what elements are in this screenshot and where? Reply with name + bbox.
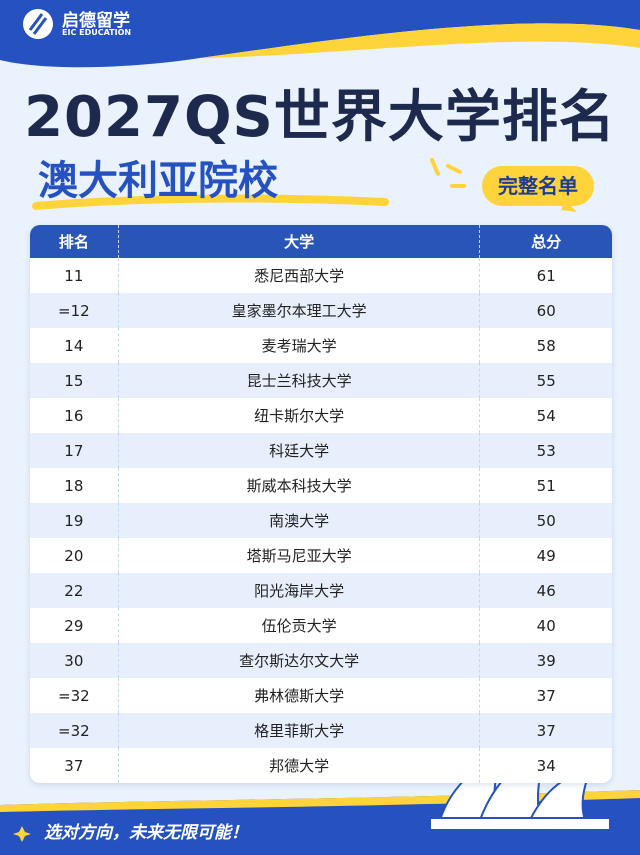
score-cell: 40 — [536, 616, 556, 635]
table-row: 16 纽卡斯尔大学 54 — [30, 398, 612, 433]
table-row: 22 阳光海岸大学 46 — [30, 573, 612, 608]
rank-cell: 19 — [64, 511, 84, 530]
university-cell: 格里菲斯大学 — [117, 713, 481, 748]
table-header: 排名 大学 总分 — [30, 225, 612, 258]
top-wave — [0, 0, 640, 68]
ranking-table: 排名 大学 总分 11 悉尼西部大学 61 =12 皇家墨尔本理工大学 60 14 麦考瑞大学 58 1… — [30, 225, 612, 783]
score-cell: 37 — [536, 686, 556, 705]
university-cell: 科廷大学 — [117, 433, 481, 468]
star — [13, 826, 31, 842]
rank-cell: 18 — [64, 476, 84, 495]
university-cell: 悉尼西部大学 — [117, 258, 481, 293]
university-cell: 纽卡斯尔大学 — [117, 398, 481, 433]
score-cell: 50 — [536, 511, 556, 530]
logo-icon — [23, 9, 53, 39]
logo-subtitle: EIC EDUCATION — [62, 28, 132, 37]
column-header: 总分 — [531, 233, 562, 251]
title: 2027QS世界大学排名 — [24, 85, 616, 150]
rank-cell: =32 — [58, 686, 90, 705]
rank-cell: 37 — [64, 756, 84, 775]
score-cell: 60 — [536, 301, 556, 320]
score-cell: 51 — [536, 476, 556, 495]
university-cell: 伍伦贡大学 — [117, 608, 481, 643]
score-cell: 58 — [536, 336, 556, 355]
score-cell: 37 — [536, 721, 556, 740]
university-cell: 弗林德斯大学 — [117, 678, 481, 713]
score-cell: 55 — [536, 371, 556, 390]
score-cell: 39 — [536, 651, 556, 670]
table-row: 37 邦德大学 34 — [30, 748, 612, 783]
rank-cell: 15 — [64, 371, 84, 390]
rank-cell: 29 — [64, 616, 84, 635]
column-header: 排名 — [58, 233, 89, 251]
rank-cell: 22 — [64, 581, 84, 600]
table-row: 30 查尔斯达尔文大学 39 — [30, 643, 612, 678]
rank-cell: 14 — [64, 336, 84, 355]
university-cell: 皇家墨尔本理工大学 — [117, 293, 481, 328]
rank-cell: =12 — [58, 301, 90, 320]
subtitle-underline — [32, 194, 389, 210]
table-row: 29 伍伦贡大学 40 — [30, 608, 612, 643]
table-row: =32 弗林德斯大学 37 — [30, 678, 612, 713]
table-row: 17 科廷大学 53 — [30, 433, 612, 468]
university-cell: 查尔斯达尔文大学 — [117, 643, 481, 678]
university-cell: 昆士兰科技大学 — [117, 363, 481, 398]
table-row: 14 麦考瑞大学 58 — [30, 328, 612, 363]
university-cell: 南澳大学 — [117, 503, 481, 538]
rank-cell: 17 — [64, 441, 84, 460]
rank-cell: 16 — [64, 406, 84, 425]
table-row: 11 悉尼西部大学 61 — [30, 258, 612, 293]
university-cell: 阳光海岸大学 — [117, 573, 481, 608]
column-header: 大学 — [117, 225, 481, 258]
logo-name: 启德留学 — [62, 11, 130, 31]
university-cell: 麦考瑞大学 — [117, 328, 481, 363]
table-row: 19 南澳大学 50 — [30, 503, 612, 538]
sparkle-lines — [430, 158, 466, 188]
table-row: 20 塔斯马尼亚大学 49 — [30, 538, 612, 573]
slogan: 选对方向，未来无限可能！ — [44, 823, 248, 843]
top-yellow-stripe — [200, 23, 640, 58]
university-cell: 邦德大学 — [117, 748, 481, 783]
score-cell: 54 — [536, 406, 556, 425]
score-cell: 46 — [536, 581, 556, 600]
score-cell: 53 — [536, 441, 556, 460]
score-cell: 61 — [536, 266, 556, 285]
badge: 完整名单 — [482, 166, 594, 206]
rank-cell: 11 — [64, 266, 84, 285]
table-row: =12 皇家墨尔本理工大学 60 — [30, 293, 612, 328]
table-row: =32 格里菲斯大学 37 — [30, 713, 612, 748]
table-row: 18 斯威本科技大学 51 — [30, 468, 612, 503]
university-cell: 斯威本科技大学 — [117, 468, 481, 503]
university-cell: 塔斯马尼亚大学 — [117, 538, 481, 573]
rank-cell: 20 — [64, 546, 84, 565]
score-cell: 49 — [536, 546, 556, 565]
rank-cell: =32 — [58, 721, 90, 740]
score-cell: 34 — [536, 756, 556, 775]
rank-cell: 30 — [64, 651, 84, 670]
subtitle: 澳大利亚院校 — [38, 158, 278, 204]
table-row: 15 昆士兰科技大学 55 — [30, 363, 612, 398]
